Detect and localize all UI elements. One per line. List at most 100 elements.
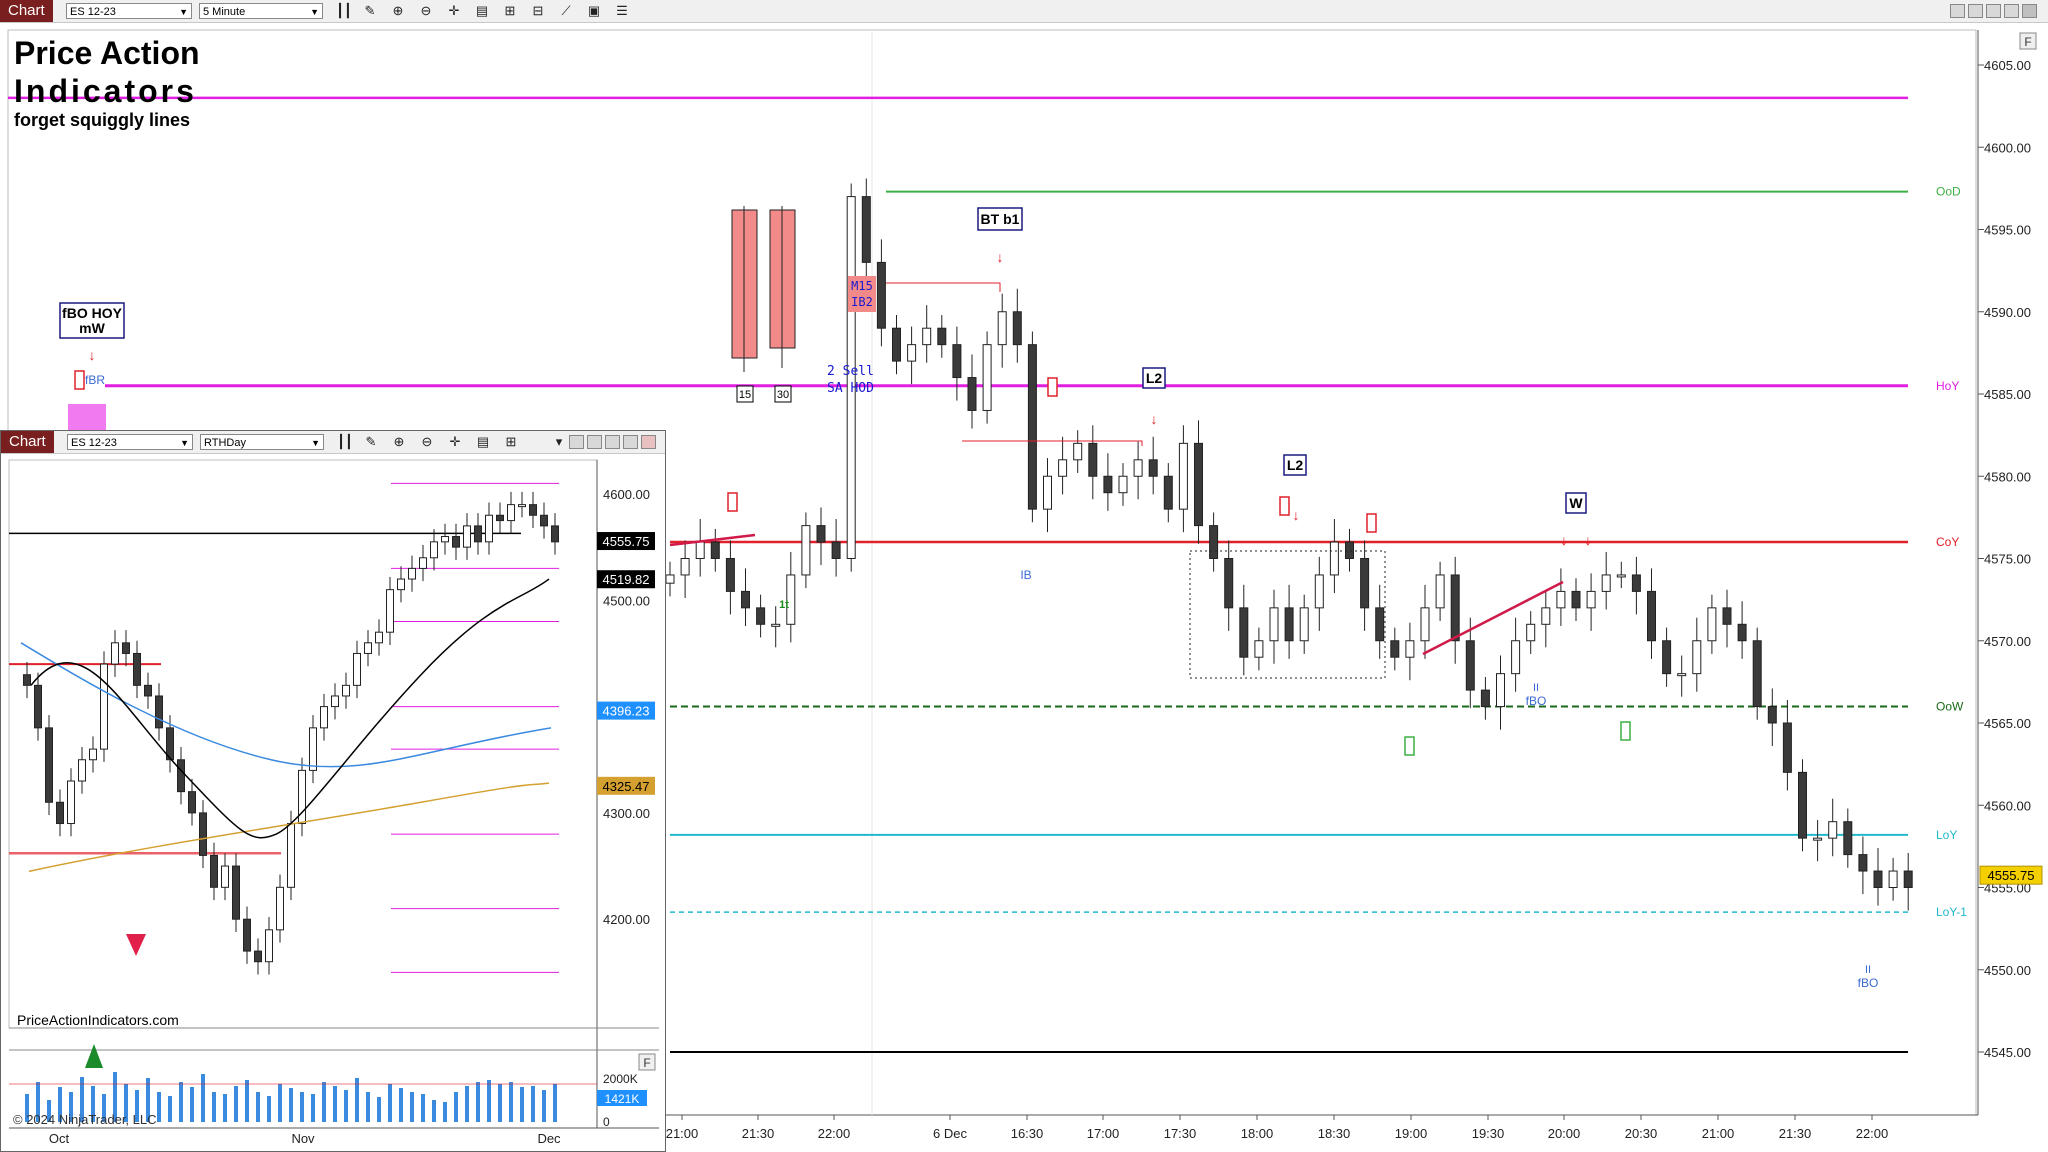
fbr-label: fBR [85,373,105,387]
maximize-icon[interactable] [623,435,638,449]
volume-bar [212,1092,216,1122]
crosshair-icon[interactable]: ✛ [448,3,460,18]
chart-tab[interactable]: Chart [0,0,53,22]
down-arrow-icon: ↓ [997,249,1004,265]
candle-body [1843,821,1853,856]
volume-bar [509,1082,513,1122]
tile-icon[interactable] [1950,4,1965,18]
box15-label: 15 [739,389,751,401]
list-icon[interactable]: ☰ [616,3,628,18]
properties-icon[interactable]: ▤ [476,434,490,449]
volume-bar [113,1072,117,1122]
pencil-icon[interactable]: ✎ [364,3,376,18]
candle-body [1012,311,1022,346]
box30-frame [774,385,792,403]
zoom-out-icon[interactable]: ⊖ [420,3,432,18]
minimize-icon[interactable] [1968,4,1983,18]
signal-marker [1366,513,1377,533]
volume-bar [410,1092,414,1122]
crosshair-icon[interactable]: ✛ [449,434,461,449]
fbo2-mark: II [1865,964,1871,976]
bar-style-icon[interactable]: ┃┃ [336,3,352,18]
close-icon[interactable] [641,435,656,449]
one-t-label: 1t [779,599,789,611]
panel-toggle-icon[interactable] [2019,32,2037,50]
buy-triangle-icon [85,1044,103,1068]
data-box-icon[interactable]: ▣ [587,3,601,18]
zoom-out-icon[interactable]: ⊖ [421,434,433,449]
price-tick-label: 4545.00 [1984,1045,2031,1060]
inset-ma-blue [20,642,552,768]
restore-icon[interactable] [605,435,620,449]
inset-candle-body [320,706,328,729]
signal-marker [1279,496,1290,516]
templates-icon[interactable]: ⊞ [504,3,516,18]
oow-level-label: OoW [1936,700,1964,714]
inset-timeframe-select[interactable]: RTHDay ▼ [200,434,324,450]
candle-body [1345,541,1354,559]
candle-body [1465,640,1475,691]
candle-body [1224,558,1234,609]
candle-body [1329,541,1339,576]
dropdown-icon[interactable]: ▾ [555,434,563,449]
inset-price-badge [597,701,655,720]
inset-candle-body [221,865,229,888]
instrument-select[interactable]: ES 12-23 ▼ [66,3,192,19]
tile-icon[interactable] [569,435,584,449]
time-tick-label: 16:30 [1011,1126,1044,1141]
inset-candle-body [364,642,372,654]
zoom-in-icon[interactable]: ⊕ [392,3,404,18]
chevron-down-icon: ▼ [310,7,319,17]
inset-price-badge-value: 4396.23 [603,704,650,719]
pencil-icon[interactable]: ✎ [365,434,377,449]
zoom-in-icon[interactable]: ⊕ [393,434,405,449]
chevron-down-icon: ▼ [179,7,188,17]
candle-body [1496,673,1505,708]
candle-body [1405,640,1415,658]
inset-candle-body [122,642,130,654]
inset-chart-window[interactable]: Chart ES 12-23 ▼ RTHDay ▼ ┃┃ ✎ ⊕ ⊖ ✛ ▤ ⊞ ▾… [0,430,666,1152]
m15-ib2-box [848,276,876,312]
close-icon[interactable] [2022,4,2037,18]
bar-style-icon[interactable]: ┃┃ [337,434,353,449]
volume-bar [377,1097,381,1122]
templates-icon[interactable]: ⊞ [505,434,517,449]
inset-candle-body [375,631,383,644]
fbo1-label: fBO [1526,694,1547,708]
candle-body [1390,640,1400,658]
volume-bar [168,1096,172,1122]
minimize-icon[interactable] [587,435,602,449]
candle-body [892,327,901,362]
candle-body [1526,623,1536,642]
strategies-icon[interactable]: ⊟ [532,3,544,18]
buy-marker [1404,736,1415,756]
candle-body [967,377,977,411]
inset-candle-body [540,514,548,527]
restore-icon[interactable] [1986,4,2001,18]
inset-chart-tab[interactable]: Chart [1,431,54,453]
maximize-icon[interactable] [2004,4,2019,18]
inset-candle-body [551,525,559,543]
candle-body [1767,706,1777,724]
inset-instrument-select[interactable]: ES 12-23 ▼ [67,434,193,450]
candle-body [741,590,750,609]
candle-body [937,327,947,346]
inset-instrument-value: ES 12-23 [71,437,117,449]
time-tick-label: 22:00 [818,1126,851,1141]
copyright-label: © 2024 NinjaTrader, LLC [13,1112,157,1127]
inset-candle-body [45,727,53,803]
time-tick-label: 21:30 [1779,1126,1812,1141]
indicators-icon[interactable]: ⟋ [561,3,571,18]
w-label-box [1565,492,1587,514]
panel-toggle-glyph: F [643,1056,650,1070]
candle-body [907,344,917,362]
timeframe-select[interactable]: 5 Minute ▼ [199,3,323,19]
candle-body [982,344,992,411]
loy-level-label: LoY [1936,828,1957,842]
inset-price-badge-value: 4325.47 [603,779,650,794]
properties-icon[interactable]: ▤ [475,3,489,18]
signal-marker [727,492,738,512]
price-tick-label: 4590.00 [1984,305,2031,320]
